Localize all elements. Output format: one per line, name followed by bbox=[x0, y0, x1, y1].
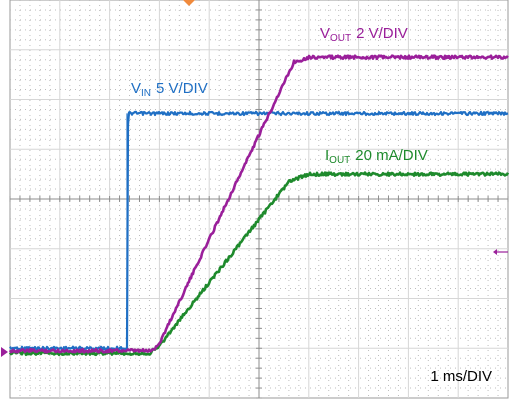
timebase-label: 1 ms/DIV bbox=[430, 368, 492, 385]
vin-trace bbox=[9, 110, 509, 351]
graticule bbox=[9, 0, 509, 399]
iout-label-scale: 20 mA/DIV bbox=[355, 147, 428, 164]
channel-ground-marker bbox=[1, 347, 8, 357]
iout-label-main: I bbox=[325, 147, 329, 164]
iout-label-sub: OUT bbox=[329, 155, 350, 166]
vin-label-sub: IN bbox=[141, 88, 151, 99]
vout-label-sub: OUT bbox=[330, 33, 351, 44]
iout-label: IOUT 20 mA/DIV bbox=[325, 147, 428, 166]
vout-label-scale: 2 V/DIV bbox=[356, 25, 408, 42]
iout-trace bbox=[8, 171, 510, 357]
vin-label-main: V bbox=[131, 80, 141, 97]
vout-trace bbox=[8, 54, 509, 354]
waveform-traces bbox=[8, 54, 510, 357]
vout-label: VOUT 2 V/DIV bbox=[320, 25, 408, 44]
vout-label-main: V bbox=[320, 25, 330, 42]
trigger-position-marker bbox=[183, 0, 195, 6]
trigger-level-marker bbox=[493, 249, 508, 255]
vin-label: VIN 5 V/DIV bbox=[131, 80, 208, 99]
vin-label-scale: 5 V/DIV bbox=[156, 80, 208, 97]
